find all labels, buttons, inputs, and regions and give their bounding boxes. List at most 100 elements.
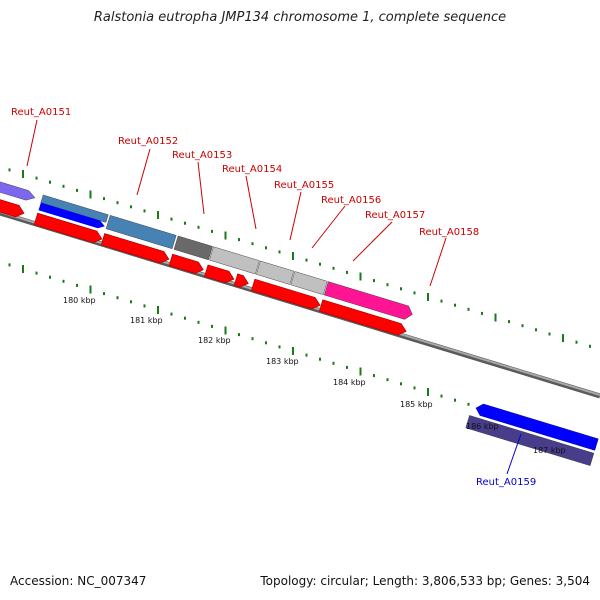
gene-reut-a0157-box bbox=[290, 271, 328, 295]
cds-reut-a0157[interactable] bbox=[250, 278, 321, 311]
tick-mark bbox=[211, 229, 213, 233]
cds-track bbox=[0, 176, 408, 337]
tick-mark bbox=[224, 326, 227, 335]
tick-mark bbox=[427, 388, 429, 396]
gene-reut-a0153[interactable] bbox=[105, 215, 177, 250]
cds-reut-a0153[interactable] bbox=[100, 233, 171, 266]
cds-reut-a0156[interactable] bbox=[233, 273, 250, 289]
map-title: Ralstonia eutropha JMP134 chromosome 1, … bbox=[93, 10, 507, 25]
label-reut-a0154[interactable]: Reut_A0154 bbox=[222, 164, 282, 175]
tick-mark bbox=[251, 242, 254, 246]
tick-mark bbox=[305, 258, 308, 262]
gene-reut-a0154[interactable] bbox=[173, 235, 213, 261]
gene-reut-a0152-inner bbox=[38, 202, 105, 229]
tick-mark bbox=[454, 303, 456, 307]
gene-reut-a0158-arrow bbox=[323, 281, 413, 320]
tick-mark bbox=[359, 272, 362, 281]
tick-mark bbox=[548, 332, 551, 336]
cds-reut-a0151[interactable] bbox=[0, 176, 26, 219]
tick-mark bbox=[211, 324, 213, 328]
tick-mark bbox=[76, 283, 78, 287]
tick-mark bbox=[265, 246, 267, 250]
tick-mark bbox=[454, 398, 456, 402]
tick-mark bbox=[332, 361, 335, 365]
tick-mark bbox=[400, 382, 402, 386]
tick-mark bbox=[251, 337, 254, 341]
gene-reut-a0159-inner bbox=[475, 403, 599, 451]
tick-mark bbox=[184, 221, 186, 225]
tick-mark bbox=[467, 402, 470, 406]
label-leaders bbox=[26, 119, 522, 475]
gene-reut-a0157[interactable] bbox=[290, 271, 328, 295]
tick-mark bbox=[89, 285, 92, 294]
tick-mark bbox=[197, 320, 200, 324]
tick-mark bbox=[400, 287, 402, 291]
cds-reut-a0158[interactable] bbox=[318, 299, 408, 337]
tick-mark bbox=[319, 262, 321, 266]
label-reut-a0159[interactable]: Reut_A0159 bbox=[476, 477, 536, 488]
scale-label-181: 181 kbp bbox=[130, 316, 163, 325]
tick-mark bbox=[589, 344, 591, 348]
tick-mark bbox=[76, 188, 78, 192]
gene-reut-a0151[interactable] bbox=[0, 160, 36, 203]
gene-reut-a0156-box bbox=[256, 260, 295, 285]
scale-label-182: 182 kbp bbox=[198, 336, 231, 345]
gene-reut-a0156[interactable] bbox=[256, 260, 295, 285]
label-reut-a0151[interactable]: Reut_A0151 bbox=[11, 107, 71, 118]
label-reut-a0155[interactable]: Reut_A0155 bbox=[274, 180, 334, 191]
cds-reut-a0152[interactable] bbox=[33, 212, 104, 245]
tick-mark bbox=[103, 292, 105, 296]
label-reut-a0158[interactable]: Reut_A0158 bbox=[419, 227, 479, 238]
tick-mark bbox=[562, 334, 564, 343]
tick-mark bbox=[62, 279, 65, 283]
cds-reut-a0155[interactable] bbox=[204, 264, 235, 285]
tick-mark bbox=[346, 365, 348, 369]
scale-label-180: 180 kbp bbox=[63, 296, 96, 305]
label-reut-a0156[interactable]: Reut_A0156 bbox=[321, 195, 381, 206]
gene-reut-a0155-box bbox=[209, 246, 260, 275]
label-reut-a0152[interactable]: Reut_A0152 bbox=[118, 136, 178, 147]
tick-mark bbox=[440, 394, 443, 398]
tick-mark bbox=[35, 271, 38, 275]
tick-mark bbox=[49, 180, 51, 184]
tick-mark bbox=[278, 345, 281, 349]
tick-mark bbox=[481, 311, 483, 315]
gene-reut-a0159[interactable] bbox=[465, 401, 599, 466]
gene-track-outer bbox=[0, 160, 414, 322]
tick-mark bbox=[89, 190, 92, 199]
tick-mark bbox=[292, 347, 294, 355]
tick-mark bbox=[143, 304, 146, 308]
tick-mark bbox=[332, 266, 335, 270]
gene-reut-a0158[interactable] bbox=[323, 281, 414, 322]
cds-reut-a0154[interactable] bbox=[168, 253, 205, 275]
scale-label-186: 186 kbp bbox=[466, 422, 499, 431]
gene-reut-a0155[interactable] bbox=[209, 246, 260, 275]
tick-mark bbox=[157, 306, 159, 314]
tick-mark bbox=[170, 312, 173, 316]
gene-reut-a0152[interactable] bbox=[38, 194, 109, 230]
tick-mark bbox=[238, 238, 240, 242]
tick-mark bbox=[535, 328, 537, 332]
topology-text: Topology: circular; Length: 3,806,533 bp… bbox=[260, 574, 590, 588]
tick-mark bbox=[116, 201, 119, 205]
label-reut-a0153[interactable]: Reut_A0153 bbox=[172, 150, 232, 161]
tick-mark bbox=[62, 184, 65, 188]
gene-labels: Reut_A0151 Reut_A0152 Reut_A0153 Reut_A0… bbox=[11, 107, 536, 488]
outer-tick-track bbox=[8, 168, 591, 348]
scale-labels: 180 kbp 181 kbp 182 kbp 183 kbp 184 kbp … bbox=[63, 296, 566, 455]
tick-mark bbox=[494, 313, 497, 322]
scale-label-184: 184 kbp bbox=[333, 378, 366, 387]
tick-mark bbox=[170, 217, 173, 221]
scale-label-183: 183 kbp bbox=[266, 357, 299, 366]
tick-mark bbox=[265, 341, 267, 345]
tick-mark bbox=[184, 316, 186, 320]
tick-mark bbox=[130, 205, 132, 209]
tick-mark bbox=[8, 263, 11, 267]
tick-mark bbox=[427, 293, 429, 301]
tick-mark bbox=[130, 300, 132, 304]
tick-mark bbox=[521, 324, 524, 328]
tick-mark bbox=[575, 340, 578, 344]
label-reut-a0157[interactable]: Reut_A0157 bbox=[365, 210, 425, 221]
tick-mark bbox=[508, 320, 510, 324]
